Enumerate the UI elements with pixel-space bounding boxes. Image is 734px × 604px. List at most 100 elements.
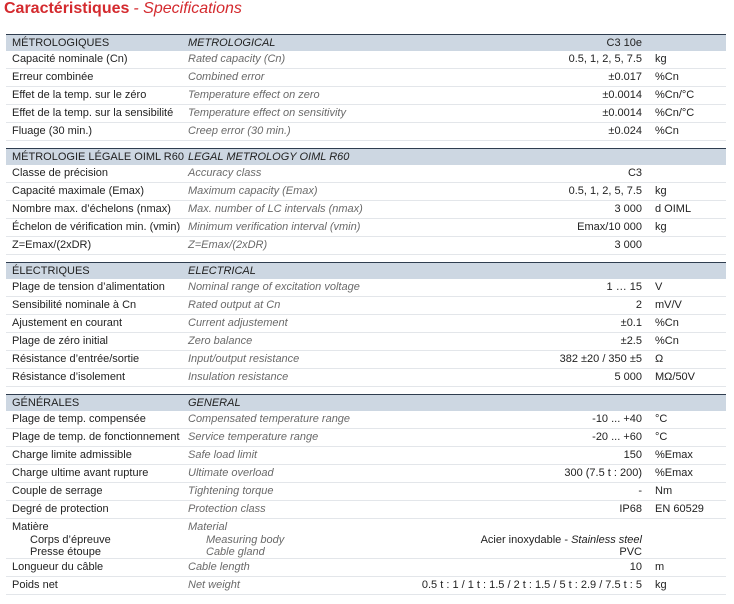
label-fr: Effet de la temp. sur la sensibilité <box>12 107 174 119</box>
row: Fluage (30 min.) Creep error (30 min.) ±0.… <box>6 123 726 141</box>
row: Résistance d’entrée/sortie Input/output r… <box>6 351 726 369</box>
label-fr: Charge ultime avant rupture <box>12 467 149 479</box>
value: - <box>638 485 642 497</box>
value-en: Stainless steel <box>571 534 642 546</box>
unit: %Cn/°C <box>655 89 695 101</box>
unit: kg <box>655 579 667 591</box>
value: ±0.017 <box>608 71 642 83</box>
label-fr: Sensibilité nominale à Cn <box>12 299 137 311</box>
unit: Ω <box>655 353 664 365</box>
value: ±0.1 <box>620 317 642 329</box>
label-fr: Erreur combinée <box>12 71 94 83</box>
row: Nombre max. d’échelons (nmax) Max. number… <box>6 201 726 219</box>
header-value: C3 10e <box>606 37 642 49</box>
header-en: METROLOGICAL <box>188 37 276 49</box>
label-en: Safe load limit <box>188 449 258 461</box>
row: Capacité nominale (Cn) Rated capacity (Cn… <box>6 51 726 69</box>
label-fr: Presse étoupe <box>30 546 101 558</box>
value: ±0.024 <box>608 125 642 137</box>
value: 2 <box>635 299 642 311</box>
label-en: Creep error (30 min.) <box>188 125 291 137</box>
title-en: - Specifications <box>133 0 242 17</box>
label-en: Minimum verification interval (vmin) <box>188 221 361 233</box>
label-fr: Résistance d’entrée/sortie <box>12 353 140 365</box>
label-en: Rated output at Cn <box>188 299 281 311</box>
row: Capacité maximale (Emax) Maximum capacity… <box>6 183 726 201</box>
label-en: Combined error <box>188 71 265 83</box>
header-fr: GÉNÉRALES <box>12 397 80 409</box>
unit: %Cn <box>655 71 679 83</box>
value-fr: Acier inoxydable - <box>480 534 572 546</box>
header-fr: ÉLECTRIQUES <box>12 265 90 277</box>
sub-row: Presse étoupe Cable gland PVC <box>6 546 726 558</box>
label-en: Net weight <box>188 579 240 591</box>
row: Charge limite admissible Safe load limit 1… <box>6 447 726 465</box>
row: Effet de la temp. sur la sensibilité Temp… <box>6 105 726 123</box>
label-en: Ultimate overload <box>188 467 274 479</box>
unit: %Cn/°C <box>655 107 695 119</box>
label-fr: Fluage (30 min.) <box>12 125 93 137</box>
row: Erreur combinée Combined error ±0.017 %Cn <box>6 69 726 87</box>
label-en: Temperature effect on zero <box>188 89 320 101</box>
value: ±2.5 <box>620 335 642 347</box>
unit: %Emax <box>655 449 693 461</box>
row: Matière Material Corps d’épreuve Measuring … <box>6 519 726 559</box>
label-fr: Charge limite admissible <box>12 449 132 461</box>
value: C3 <box>627 167 642 179</box>
header-fr: MÉTROLOGIQUES <box>12 37 110 49</box>
value: 0.5, 1, 2, 5, 7.5 <box>568 53 642 65</box>
label-fr: Nombre max. d’échelons (nmax) <box>12 203 171 215</box>
title: Caractéristiques - Specifications <box>4 0 242 18</box>
label-fr: Plage de temp. de fonctionnement <box>12 431 180 443</box>
label-fr: Classe de précision <box>12 167 108 179</box>
label-fr: Capacité nominale (Cn) <box>12 53 128 65</box>
value: 3 000 <box>614 239 642 251</box>
row: Couple de serrage Tightening torque - Nm <box>6 483 726 501</box>
unit: Nm <box>655 485 673 497</box>
section-header: MÉTROLOGIE LÉGALE OIML R60 LEGAL METROLOG… <box>6 148 726 165</box>
label-en: Input/output resistance <box>188 353 300 365</box>
value: 0.5 t : 1 / 1 t : 1.5 / 2 t : 1.5 / 5 t … <box>421 579 642 591</box>
label-fr: Plage de tension d’alimentation <box>12 281 165 293</box>
unit: %Cn <box>655 317 679 329</box>
label-en: Nominal range of excitation voltage <box>188 281 360 293</box>
section-header: ÉLECTRIQUES ELECTRICAL <box>6 262 726 279</box>
row: Résistance d’isolement Insulation resista… <box>6 369 726 387</box>
value: 3 000 <box>614 203 642 215</box>
label-en: Accuracy class <box>188 167 262 179</box>
unit: °C <box>655 431 668 443</box>
label-en: Compensated temperature range <box>188 413 351 425</box>
row: Z=Emax/(2xDR) Z=Emax/(2xDR) 3 000 <box>6 237 726 255</box>
row: Longueur du câble Cable length 10 m <box>6 559 726 577</box>
label-fr: Couple de serrage <box>12 485 103 497</box>
unit: d OIML <box>655 203 692 215</box>
label-fr: Résistance d’isolement <box>12 371 126 383</box>
sub-row: Corps d’épreuve Measuring body Acier inoxy… <box>6 534 726 546</box>
value: Acier inoxydable - Stainless steel <box>481 534 642 546</box>
label-en: Z=Emax/(2xDR) <box>188 239 268 251</box>
unit: %Cn <box>655 125 679 137</box>
value: ±0.0014 <box>602 107 642 119</box>
unit: V <box>655 281 663 293</box>
label-fr: Z=Emax/(2xDR) <box>12 239 92 251</box>
unit: %Cn <box>655 335 679 347</box>
row: Échelon de vérification min. (vmin) Minim… <box>6 219 726 237</box>
unit: %Emax <box>655 467 693 479</box>
unit: EN 60529 <box>655 503 704 515</box>
value-fr: PVC <box>619 546 642 558</box>
row: Plage de temp. compensée Compensated temp… <box>6 411 726 429</box>
label-fr: Capacité maximale (Emax) <box>12 185 145 197</box>
value: ±0.0014 <box>602 89 642 101</box>
value: -10 ... +40 <box>592 413 642 425</box>
value: 382 ±20 / 350 ±5 <box>559 353 642 365</box>
row: Sensibilité nominale à Cn Rated output at… <box>6 297 726 315</box>
label-en: Maximum capacity (Emax) <box>188 185 318 197</box>
unit: kg <box>655 53 667 65</box>
section: MÉTROLOGIE LÉGALE OIML R60 LEGAL METROLOG… <box>6 148 726 255</box>
header-en: GENERAL <box>188 397 241 409</box>
section: GÉNÉRALES GENERAL Plage de temp. compensée… <box>6 394 726 595</box>
label-en: Protection class <box>188 503 266 515</box>
value: 5 000 <box>614 371 642 383</box>
row: Plage de temp. de fonctionnement Service … <box>6 429 726 447</box>
